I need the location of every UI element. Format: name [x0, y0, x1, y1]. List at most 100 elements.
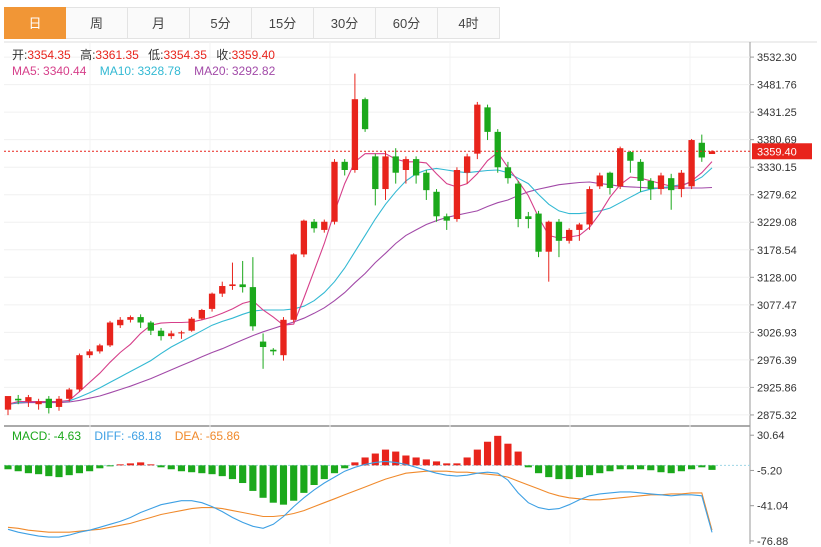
macd-bar [371, 453, 379, 466]
candle-body [361, 99, 369, 130]
candle-body [668, 178, 675, 191]
candle [341, 159, 348, 176]
candle-body [525, 216, 532, 220]
candle [310, 219, 318, 233]
candle [586, 186, 593, 230]
candle-body [545, 221, 552, 252]
candle [423, 170, 430, 200]
candle [239, 260, 246, 293]
macd-bar [677, 465, 685, 472]
tab-3[interactable]: 5分 [190, 7, 252, 39]
macd-bar [473, 449, 481, 466]
candle [259, 333, 267, 369]
candle [331, 159, 338, 225]
candle-body [678, 172, 685, 190]
candle-body [208, 293, 216, 309]
candle [576, 222, 583, 241]
candle [198, 308, 206, 320]
price-tick-label: 3431.25 [757, 107, 797, 119]
macd-bar [65, 465, 73, 476]
macd-bar [14, 465, 22, 472]
macd-bar [361, 457, 369, 466]
macd-bar [147, 464, 155, 466]
macd-bar [320, 465, 328, 480]
candle [45, 396, 52, 414]
candle-body [627, 152, 634, 161]
macd-bar [279, 465, 288, 505]
candle [463, 153, 471, 184]
candle-body [647, 180, 654, 190]
macd-bar [177, 465, 186, 472]
macd-axis: 30.64 -5.20 -41.04 -76.88 [750, 430, 788, 547]
candle [55, 396, 63, 411]
macd-bar [269, 465, 277, 503]
candle-body [504, 167, 512, 179]
tab-7[interactable]: 4时 [438, 7, 500, 39]
candle [514, 180, 522, 228]
macd-bar [443, 463, 451, 466]
candle-body [86, 351, 93, 356]
macd-bar [534, 465, 543, 474]
candle-body [433, 191, 440, 217]
candle-body [535, 213, 542, 252]
candle-body [423, 172, 430, 191]
candle-body [657, 175, 665, 190]
candle-body [494, 131, 501, 168]
candle-body [55, 398, 63, 407]
macd-bar [402, 455, 410, 466]
candle-body [474, 104, 481, 154]
candle [433, 189, 440, 222]
tab-6[interactable]: 60分 [376, 7, 438, 39]
candle [66, 387, 73, 402]
candle [86, 349, 93, 358]
candle [168, 330, 175, 339]
macd-bar [157, 465, 165, 468]
macd-bar [116, 464, 124, 466]
price-tick-label: 2875.32 [757, 410, 797, 422]
tab-4[interactable]: 15分 [252, 7, 314, 39]
tab-0[interactable]: 日 [4, 7, 66, 39]
candle [565, 228, 573, 244]
macd-bar [228, 465, 237, 480]
macd-bar [86, 465, 94, 472]
candle [280, 317, 287, 361]
price-tick-label: 3229.08 [757, 217, 797, 229]
candle-body [392, 156, 399, 173]
ma5-line [7, 151, 713, 405]
candle-body [708, 151, 716, 155]
macd-bar [239, 465, 247, 484]
macd-bar [55, 465, 63, 478]
candle-body [15, 398, 22, 401]
candle [249, 257, 257, 331]
tab-2[interactable]: 月 [128, 7, 190, 39]
price-tick-label: 3532.30 [757, 52, 797, 64]
candle-body [576, 224, 583, 230]
tab-1[interactable]: 周 [66, 7, 128, 39]
macd-bar [524, 465, 532, 468]
candle-body [280, 319, 287, 356]
candle [270, 348, 277, 356]
price-axis: 3532.303481.763431.253380.693330.153279.… [750, 52, 797, 422]
macd-lines [7, 460, 713, 538]
macd-bar [126, 463, 135, 466]
price-tick-label: 3026.93 [757, 327, 797, 339]
candle-body [463, 156, 471, 173]
candle-body [443, 216, 450, 221]
candle-body [372, 156, 379, 190]
tab-5[interactable]: 30分 [314, 7, 376, 39]
candle [137, 314, 144, 328]
candle [229, 262, 236, 290]
macd-bar [585, 465, 594, 476]
candle [678, 170, 685, 198]
candle-body [147, 322, 155, 331]
candle [535, 210, 542, 258]
candle [106, 320, 114, 348]
candle [412, 156, 420, 184]
macd-bar [432, 461, 441, 466]
price-tick-label: 2976.39 [757, 355, 797, 367]
candle-body [219, 286, 226, 294]
candle-body [4, 396, 12, 410]
macd-bar [688, 465, 696, 470]
candle-body [76, 355, 83, 390]
macd-bar [4, 465, 12, 470]
